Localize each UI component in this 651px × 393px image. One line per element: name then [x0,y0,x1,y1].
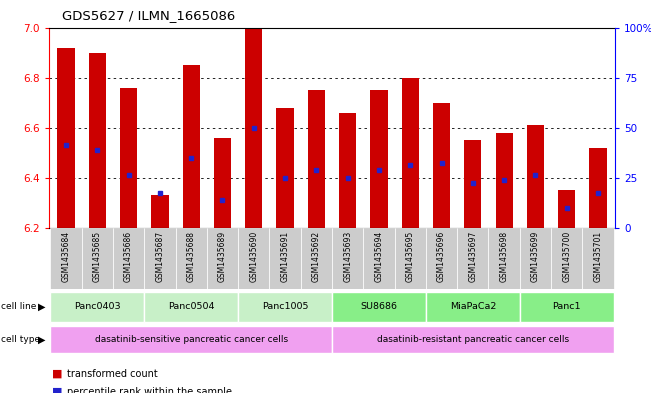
Text: dasatinib-sensitive pancreatic cancer cells: dasatinib-sensitive pancreatic cancer ce… [94,335,288,344]
Text: GSM1435688: GSM1435688 [187,231,196,282]
Bar [277,108,294,228]
Bar [332,292,426,322]
Text: GSM1435695: GSM1435695 [406,231,415,282]
Bar [50,292,145,322]
Text: GSM1435693: GSM1435693 [343,231,352,282]
Bar [176,228,207,289]
Bar [308,90,325,228]
Text: Panc1005: Panc1005 [262,303,309,311]
Bar [589,148,607,228]
Bar [488,228,519,289]
Text: percentile rank within the sample: percentile rank within the sample [67,387,232,393]
Text: GSM1435685: GSM1435685 [93,231,102,282]
Bar [551,228,583,289]
Text: transformed count: transformed count [67,369,158,379]
Bar [151,195,169,228]
Text: cell line: cell line [1,303,36,311]
Bar [519,228,551,289]
Bar [50,228,81,289]
Bar [238,228,270,289]
Bar [395,228,426,289]
Text: GSM1435690: GSM1435690 [249,231,258,282]
Bar [332,326,614,353]
Text: GSM1435701: GSM1435701 [594,231,602,282]
Text: GSM1435700: GSM1435700 [562,231,571,282]
Bar [433,103,450,228]
Text: GSM1435694: GSM1435694 [374,231,383,282]
Bar [301,228,332,289]
Bar [238,292,332,322]
Bar [527,125,544,228]
Bar [457,228,488,289]
Text: GSM1435699: GSM1435699 [531,231,540,282]
Bar [81,228,113,289]
Text: GSM1435698: GSM1435698 [499,231,508,282]
Bar [519,292,614,322]
Text: Panc1: Panc1 [553,303,581,311]
Bar [113,228,145,289]
Text: GSM1435686: GSM1435686 [124,231,133,282]
Text: ■: ■ [52,387,62,393]
Text: cell type: cell type [1,335,40,344]
Text: MiaPaCa2: MiaPaCa2 [450,303,496,311]
Text: SU8686: SU8686 [361,303,398,311]
Bar [50,326,332,353]
Bar [426,228,457,289]
Bar [558,190,575,228]
Text: GSM1435696: GSM1435696 [437,231,446,282]
Bar [339,113,356,228]
Bar [332,228,363,289]
Bar [120,88,137,228]
Text: ▶: ▶ [38,302,46,312]
Text: ▶: ▶ [38,335,46,345]
Text: dasatinib-resistant pancreatic cancer cells: dasatinib-resistant pancreatic cancer ce… [377,335,569,344]
Text: GDS5627 / ILMN_1665086: GDS5627 / ILMN_1665086 [62,9,235,22]
Text: Panc0504: Panc0504 [168,303,214,311]
Text: GSM1435697: GSM1435697 [468,231,477,282]
Bar [145,292,238,322]
Bar [370,90,387,228]
Bar [464,140,482,228]
Text: GSM1435692: GSM1435692 [312,231,321,282]
Bar [270,228,301,289]
Text: GSM1435687: GSM1435687 [156,231,165,282]
Text: ■: ■ [52,369,62,379]
Bar [182,65,200,228]
Bar [57,48,75,228]
Bar [89,53,106,228]
Text: GSM1435691: GSM1435691 [281,231,290,282]
Bar [207,228,238,289]
Text: GSM1435689: GSM1435689 [218,231,227,282]
Bar [426,292,519,322]
Bar [145,228,176,289]
Bar [495,133,513,228]
Bar [245,28,262,228]
Bar [214,138,231,228]
Text: GSM1435684: GSM1435684 [62,231,70,282]
Text: Panc0403: Panc0403 [74,303,120,311]
Bar [402,78,419,228]
Bar [583,228,614,289]
Bar [363,228,395,289]
